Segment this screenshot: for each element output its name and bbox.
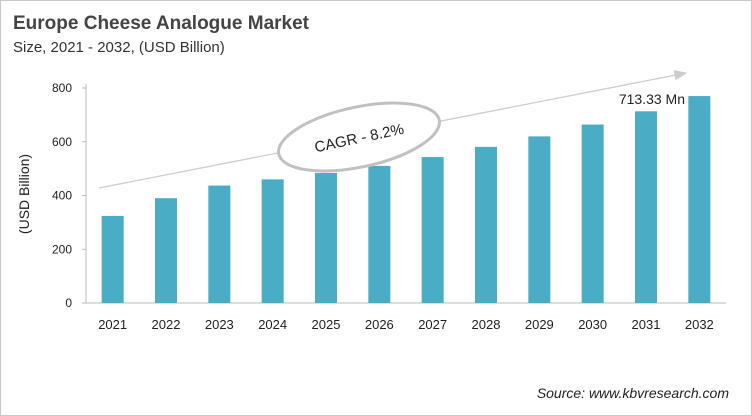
bar-2021 <box>101 215 124 303</box>
y-tick-label: 600 <box>52 135 72 149</box>
x-tick-label: 2026 <box>365 317 394 332</box>
bar-2023 <box>208 185 231 303</box>
x-tick-label: 2025 <box>312 317 341 332</box>
y-tick-label: 0 <box>65 296 72 310</box>
bar-2027 <box>421 157 444 303</box>
x-tick-label: 2031 <box>632 317 661 332</box>
bar-2025 <box>315 172 337 303</box>
bar-2029 <box>528 136 551 303</box>
y-axis-label: (USD Billion) <box>16 154 32 234</box>
x-tick-label: 2030 <box>578 317 607 332</box>
x-tick-label: 2027 <box>418 317 447 332</box>
chart-title: Europe Cheese Analogue Market <box>13 13 309 34</box>
x-tick-label: 2022 <box>152 317 181 332</box>
x-tick-label: 2032 <box>685 317 714 332</box>
cagr-ellipse <box>277 101 441 173</box>
value-annotation: 713.33 Mn <box>619 91 685 107</box>
y-tick-label: 400 <box>52 189 72 203</box>
bar-2022 <box>155 198 177 303</box>
y-tick-label: 800 <box>52 81 72 95</box>
bar-2032 <box>688 96 711 303</box>
chart-subtitle: Size, 2021 - 2032, (USD Billion) <box>13 39 225 56</box>
bar-2030 <box>581 124 604 303</box>
y-tick-label: 200 <box>52 242 72 256</box>
x-tick-label: 2023 <box>205 317 234 332</box>
x-tick-label: 2024 <box>258 317 287 332</box>
bar-2024 <box>261 179 284 303</box>
bar-2026 <box>368 165 391 303</box>
bar-2031 <box>635 111 657 303</box>
bar-2028 <box>475 146 497 303</box>
x-tick-label: 2028 <box>472 317 501 332</box>
x-tick-label: 2029 <box>525 317 554 332</box>
x-tick-label: 2021 <box>98 317 127 332</box>
source-note: Source: www.kbvresearch.com <box>536 385 729 401</box>
